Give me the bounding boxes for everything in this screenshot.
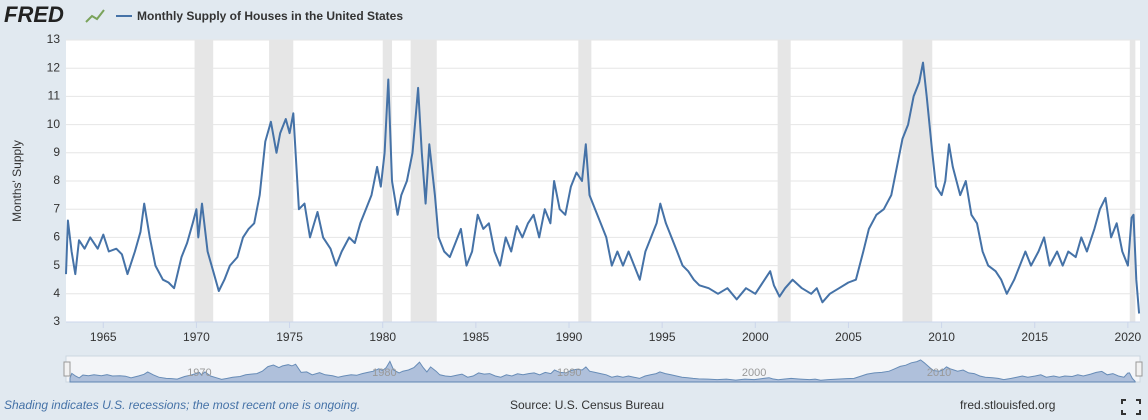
y-tick-label: 6	[53, 230, 60, 244]
y-tick-label: 10	[47, 117, 61, 131]
x-tick-label: 2005	[835, 330, 862, 344]
y-axis-label: Months' Supply	[10, 140, 24, 222]
footnote: Shading indicates U.S. recessions; the m…	[4, 398, 360, 412]
x-tick-label: 2000	[742, 330, 769, 344]
y-tick-label: 4	[53, 286, 60, 300]
x-tick-label: 1990	[556, 330, 583, 344]
navigator-handle[interactable]	[63, 361, 71, 377]
navigator-tick-label: 1990	[557, 367, 581, 379]
x-tick-label: 1965	[90, 330, 117, 344]
x-tick-label: 2010	[928, 330, 955, 344]
series-line	[65, 61, 1141, 314]
logo-icon	[85, 9, 105, 23]
navigator-tick-label: 1980	[372, 367, 396, 379]
y-tick-label: 5	[53, 258, 60, 272]
y-tick-label: 13	[47, 32, 61, 46]
y-tick-label: 8	[53, 173, 60, 187]
brand: FRED	[4, 2, 64, 27]
navigator-tick-label: 2000	[742, 367, 766, 379]
navigator-tick-label: 1970	[187, 367, 211, 379]
x-tick-label: 1995	[649, 330, 676, 344]
x-tick-label: 2015	[1021, 330, 1048, 344]
y-tick-label: 7	[53, 201, 60, 215]
y-tick-label: 9	[53, 145, 60, 159]
x-tick-label: 1985	[463, 330, 490, 344]
fullscreen-button[interactable]	[1121, 399, 1141, 415]
legend-label: Monthly Supply of Houses in the United S…	[137, 9, 403, 23]
x-tick-label: 1980	[369, 330, 396, 344]
y-tick-label: 3	[53, 314, 60, 328]
y-tick-label: 12	[47, 60, 61, 74]
x-tick-label: 1970	[183, 330, 210, 344]
navigator-area	[69, 359, 1136, 383]
navigator-handle[interactable]	[1135, 361, 1143, 377]
site: fred.stlouisfed.org	[960, 398, 1055, 412]
navigator-tick-label: 2010	[927, 367, 951, 379]
x-tick-label: 1975	[276, 330, 303, 344]
y-tick-label: 11	[48, 89, 61, 103]
x-tick-label: 2020	[1115, 330, 1142, 344]
source: Source: U.S. Census Bureau	[510, 398, 664, 412]
